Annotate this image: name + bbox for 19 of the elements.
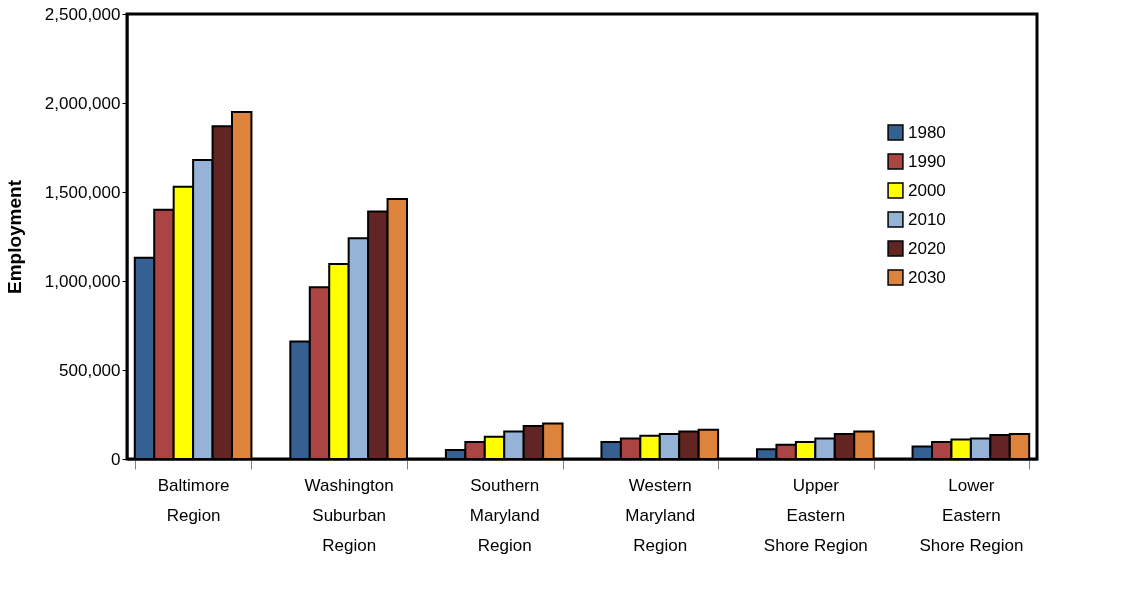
legend-label: 1980 <box>908 122 946 142</box>
y-tick-label: 500,000 <box>59 360 121 380</box>
x-tick-label: Washington Suburban Region <box>304 475 394 555</box>
legend-label: 2010 <box>908 209 946 229</box>
legend-label: 2020 <box>908 238 946 258</box>
y-axis-title: Employment <box>3 179 25 295</box>
legend-label: 2030 <box>908 267 946 287</box>
y-tick-label: 2,000,000 <box>44 93 121 113</box>
x-tick-label: Upper Eastern Shore Region <box>763 475 868 555</box>
legend-label: 1990 <box>908 151 946 171</box>
x-tick-label: Southern Maryland Region <box>469 475 540 555</box>
y-tick-label: 2,500,000 <box>44 4 121 24</box>
x-tick-label: Western Maryland Region <box>625 475 696 555</box>
y-tick-label: 1,500,000 <box>44 182 121 202</box>
legend-label: 2000 <box>908 180 946 200</box>
x-tick-label: Lower Eastern Shore Region <box>919 475 1024 555</box>
y-tick-label: 1,000,000 <box>44 271 121 291</box>
x-tick-label: Baltimore Region <box>157 475 230 525</box>
y-tick-label: 0 <box>111 449 121 469</box>
